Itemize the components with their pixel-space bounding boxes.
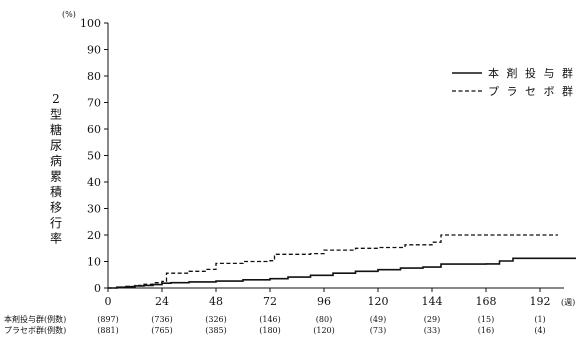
- at-risk-row-label: 本剤投与群(例数): [4, 314, 66, 324]
- at-risk-value: (881): [97, 326, 119, 335]
- at-risk-value: (73): [370, 326, 386, 335]
- at-risk-value: (80): [316, 315, 332, 324]
- series-lines: [108, 234, 576, 289]
- y-axis-label-char: 率: [50, 231, 62, 246]
- y-tick-label: 40: [87, 176, 101, 189]
- y-tick-label: 60: [87, 123, 101, 136]
- at-risk-value: (15): [478, 315, 494, 324]
- x-tick-label: 168: [476, 295, 497, 308]
- y-tick-label: 70: [87, 97, 101, 110]
- y-axis-label-char: 型: [50, 108, 62, 122]
- x-tick-label: 192: [530, 295, 551, 308]
- y-tick-label: 0: [94, 282, 101, 295]
- at-risk-value: (180): [259, 326, 281, 335]
- y-axis-ticks: 0 10 20 30 40 50 60 70 80 90 100: [80, 17, 108, 295]
- x-tick-label: 96: [317, 295, 331, 308]
- x-axis-unit: (週): [561, 298, 575, 307]
- x-tick-label: 120: [368, 295, 389, 308]
- y-axis-label-char: 尿: [50, 139, 62, 153]
- y-axis-unit: (%): [62, 10, 76, 19]
- at-risk-value: (765): [151, 326, 173, 335]
- at-risk-value: (897): [97, 315, 119, 324]
- at-risk-value: (736): [151, 315, 173, 324]
- x-tick-label: 48: [209, 295, 223, 308]
- at-risk-value: (16): [478, 326, 494, 335]
- y-tick-label: 30: [87, 203, 101, 216]
- series-line-1: [108, 257, 576, 289]
- at-risk-value: (326): [205, 315, 227, 324]
- x-tick-label: 72: [263, 295, 277, 308]
- y-axis-label-char: 2: [52, 92, 60, 106]
- at-risk-value: (29): [424, 315, 440, 324]
- y-axis-label-char: 積: [50, 184, 62, 199]
- y-tick-label: 20: [87, 229, 101, 242]
- axes: [107, 23, 564, 289]
- at-risk-value: (120): [313, 326, 335, 335]
- at-risk-value: (4): [534, 326, 545, 335]
- at-risk-value: (385): [205, 326, 227, 335]
- x-tick-label: 24: [155, 295, 169, 308]
- y-tick-label: 90: [87, 44, 101, 57]
- at-risk-value: (33): [424, 326, 440, 335]
- legend-entry-2: プ ラ セ ボ 群: [488, 84, 575, 98]
- at-risk-row-label: プラセボ群(例数): [4, 325, 66, 335]
- at-risk-value: (1): [534, 315, 545, 324]
- y-tick-label: 80: [87, 70, 101, 83]
- y-tick-label: 50: [87, 150, 101, 163]
- x-tick-label: 144: [422, 295, 443, 308]
- y-axis-label-char: 移: [50, 201, 62, 215]
- at-risk-table: 本剤投与群(例数) (897) (736) (326) (146) (80) (49) (29…: [4, 314, 546, 335]
- y-axis-label-char: 病: [50, 153, 62, 168]
- x-tick-label: 0: [105, 295, 112, 308]
- y-tick-label: 100: [80, 17, 101, 30]
- y-axis-label-char: 糖: [50, 122, 62, 137]
- series-line-2: [108, 234, 558, 289]
- x-axis-ticks: 0 24 48 72 96 120 144 168 192: [105, 288, 551, 308]
- legend: 本 剤 投 与 群プ ラ セ ボ 群: [452, 66, 575, 98]
- at-risk-value: (49): [370, 315, 386, 324]
- y-axis-label-char: 行: [50, 216, 62, 230]
- y-axis-label-char: 累: [50, 170, 62, 184]
- y-tick-label: 10: [87, 256, 101, 269]
- at-risk-value: (146): [259, 315, 281, 324]
- legend-entry-1: 本 剤 投 与 群: [488, 66, 575, 80]
